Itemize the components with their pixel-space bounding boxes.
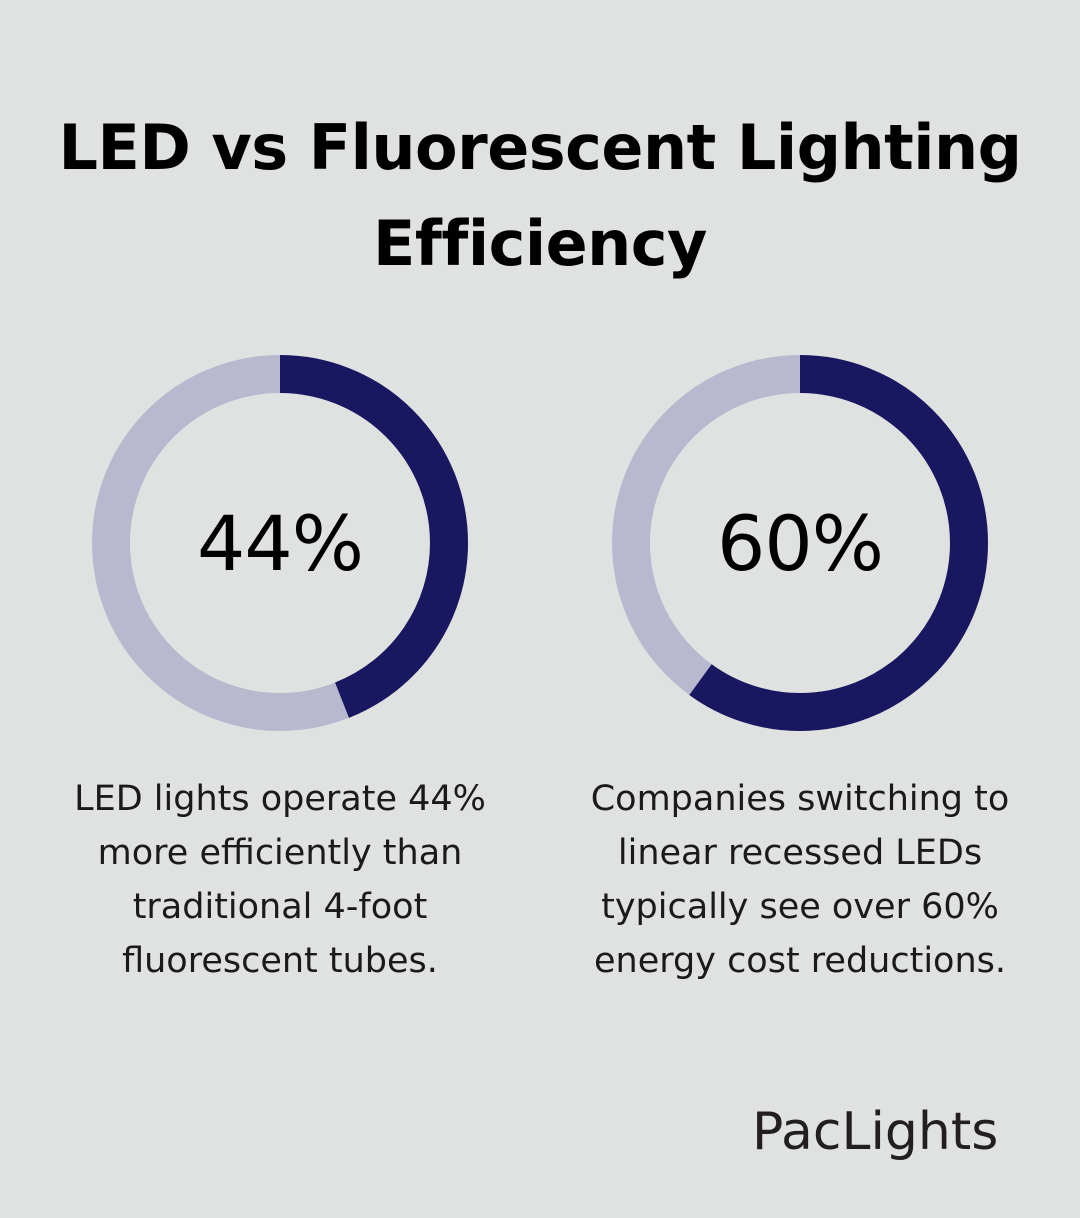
donut-chart-energy-cost: 60% [612, 355, 988, 731]
brand-logo: PacLights [752, 1102, 999, 1162]
donut-chart-led-efficiency: 44% [92, 355, 468, 731]
donut-value: 44% [197, 498, 364, 588]
stat-description: Companies switching to linear recessed L… [590, 779, 1010, 981]
donut-value: 60% [717, 498, 884, 588]
donut-ring [612, 355, 988, 731]
page-title: LED vs Fluorescent Lighting Efficiency [58, 111, 1022, 280]
stat-description: LED lights operate 44% more efficiently … [74, 779, 486, 981]
donut-ring [92, 355, 468, 731]
